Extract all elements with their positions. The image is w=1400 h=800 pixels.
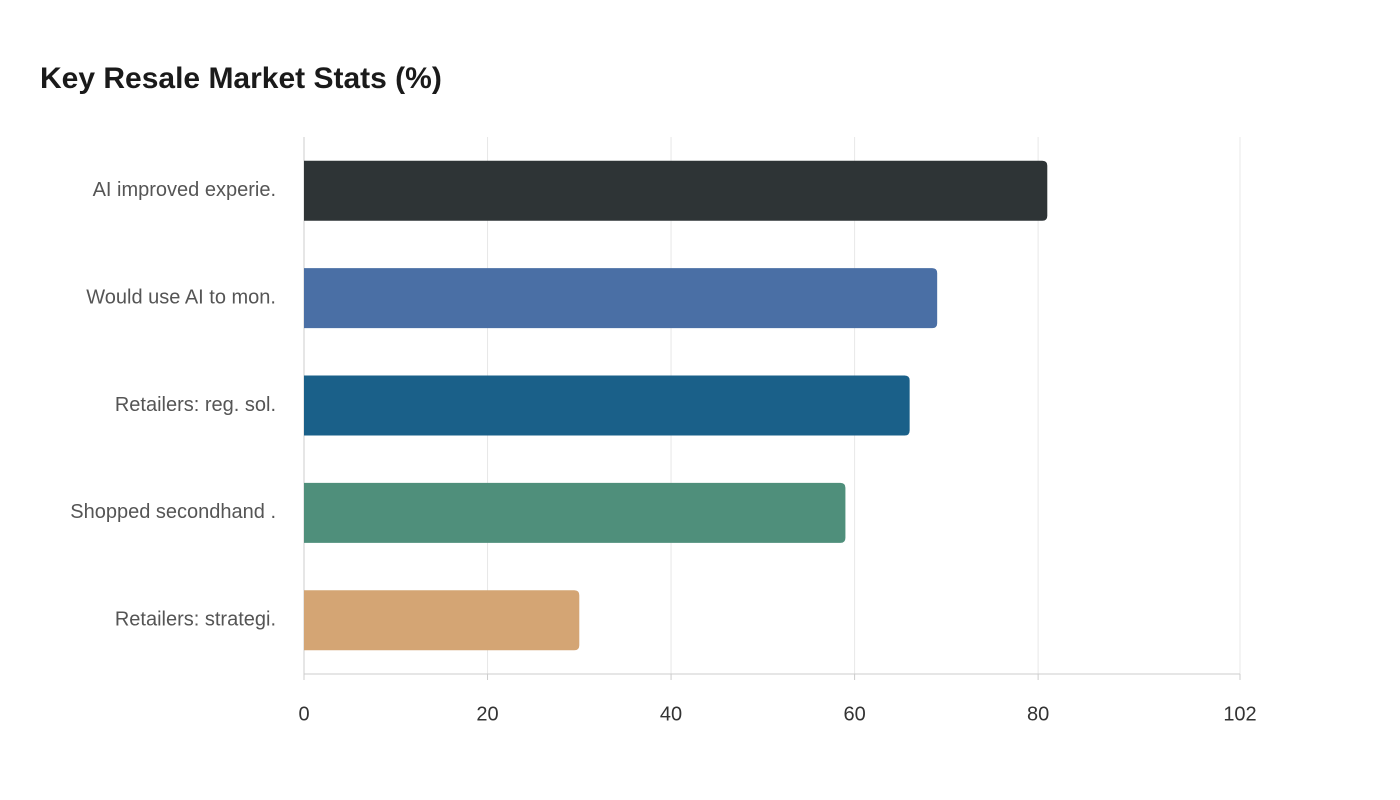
y-tick-label: Retailers: strategi. (115, 609, 276, 631)
x-tick-label: 80 (1027, 703, 1049, 725)
y-tick-label: Retailers: reg. sol. (115, 394, 276, 416)
y-tick-label: Would use AI to mon. (86, 286, 276, 308)
bar (304, 375, 910, 436)
y-tick-label: AI improved experie. (93, 179, 276, 201)
x-tick-label: 60 (843, 703, 865, 725)
y-tick-label: Shopped secondhand . (70, 501, 276, 523)
bar (304, 160, 1048, 221)
bar (304, 590, 580, 651)
x-tick-label: 102 (1223, 703, 1256, 725)
x-tick-label: 20 (476, 703, 498, 725)
bar (304, 482, 846, 543)
x-tick-label: 40 (660, 703, 682, 725)
bar (304, 268, 938, 329)
x-tick-label: 0 (298, 703, 309, 725)
chart-title: Key Resale Market Stats (%) (40, 62, 442, 95)
